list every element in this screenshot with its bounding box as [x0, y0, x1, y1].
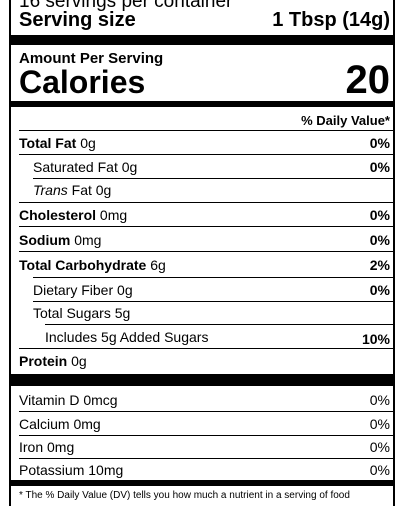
- nutrient-name: Total Sugars: [33, 305, 111, 321]
- daily-value-header: % Daily Value*: [301, 113, 390, 128]
- nutrient-name: Dietary Fiber: [33, 282, 114, 298]
- divider: [19, 411, 393, 412]
- nutrient-name: Fat: [71, 182, 92, 198]
- medium-divider-footnote: [9, 480, 395, 486]
- nutrition-facts-panel: [9, 0, 395, 506]
- nutrient-dv: 0%: [369, 282, 390, 298]
- divider: [45, 324, 393, 325]
- nutrient-dv: 0%: [369, 232, 390, 248]
- vitamin-dv: 0%: [369, 439, 390, 455]
- amount-per-serving: Amount Per Serving: [19, 50, 164, 67]
- thick-divider-vitamins: [9, 374, 395, 386]
- nutrient-row-total-carbohydrate: Total Carbohydrate 6g: [19, 257, 166, 273]
- nutrient-amount: 0mg: [99, 207, 128, 223]
- nutrient-name-italic: Trans: [33, 182, 68, 198]
- calories-value: 20: [345, 58, 391, 102]
- nutrient-dv: 0%: [369, 135, 390, 151]
- nutrient-row-sodium: Sodium 0mg: [19, 232, 101, 248]
- vitamin-dv: 0%: [369, 462, 390, 478]
- divider: [33, 301, 393, 302]
- vitamin-row-vitamin-d: Vitamin D 0mcg: [19, 392, 118, 408]
- nutrient-name: Cholesterol: [19, 207, 97, 223]
- nutrient-dv: 0%: [369, 159, 390, 175]
- divider: [19, 251, 393, 252]
- nutrient-name: Protein: [19, 353, 68, 369]
- nutrient-row-saturated-fat: Saturated Fat 0g: [33, 159, 137, 175]
- medium-divider: [9, 101, 395, 107]
- calories-label: Calories: [19, 64, 146, 100]
- divider: [33, 277, 393, 278]
- nutrient-amount: 5g: [114, 305, 131, 321]
- nutrient-row-protein: Protein 0g: [19, 353, 87, 369]
- divider: [19, 130, 393, 131]
- serving-size-value: 1 Tbsp (14g): [272, 9, 390, 31]
- divider: [19, 458, 393, 459]
- nutrient-amount: 0mg: [74, 232, 102, 248]
- divider: [19, 154, 393, 155]
- nutrient-name: Total Fat: [19, 135, 77, 151]
- nutrient-row-cholesterol: Cholesterol 0mg: [19, 207, 127, 223]
- divider: [33, 178, 393, 179]
- nutrient-row-total-sugars: Total Sugars 5g: [33, 305, 130, 321]
- nutrient-amount: 0g: [95, 182, 112, 198]
- nutrient-name: Sodium: [19, 232, 71, 248]
- nutrient-amount: 0g: [117, 282, 133, 298]
- divider: [19, 226, 393, 227]
- nutrient-dv: 10%: [361, 331, 390, 347]
- nutrient-row-added-sugars: Includes 5g Added Sugars: [45, 329, 208, 345]
- vitamin-dv: 0%: [369, 416, 390, 432]
- divider: [19, 348, 393, 349]
- nutrient-dv: 0%: [369, 207, 390, 223]
- nutrient-row-trans-fat: Trans Fat 0g: [33, 182, 111, 198]
- vitamin-row-calcium: Calcium 0mg: [19, 416, 101, 432]
- nutrient-row-dietary-fiber: Dietary Fiber 0g: [33, 282, 133, 298]
- footnote: * The % Daily Value (DV) tells you how m…: [19, 490, 350, 501]
- nutrient-amount: 0g: [121, 159, 138, 175]
- nutrient-row-total-fat: Total Fat 0g: [19, 135, 96, 151]
- nutrient-name: Total Carbohydrate: [19, 257, 147, 273]
- vitamin-dv: 0%: [369, 392, 390, 408]
- divider: [19, 435, 393, 436]
- vitamin-row-iron: Iron 0mg: [19, 439, 75, 455]
- serving-size-label: Serving size: [19, 9, 136, 31]
- nutrient-dv: 2%: [369, 257, 390, 273]
- divider: [19, 202, 393, 203]
- vitamin-row-potassium: Potassium 10mg: [19, 462, 124, 478]
- nutrient-amount: 0g: [80, 135, 96, 151]
- thick-divider-top: [9, 35, 395, 45]
- nutrient-amount: 0g: [71, 353, 87, 369]
- nutrient-name: Saturated Fat: [33, 159, 118, 175]
- nutrient-amount: 6g: [150, 257, 166, 273]
- servings-per-container: 16 servings per container: [19, 0, 233, 12]
- nutrient-name: Includes 5g Added Sugars: [45, 329, 209, 345]
